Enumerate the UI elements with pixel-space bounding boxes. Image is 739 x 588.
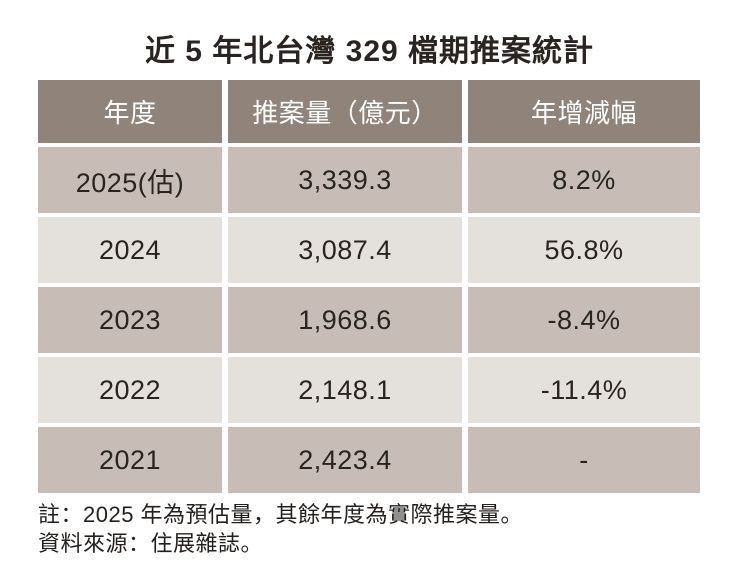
cell-change-2025: 8.2%: [468, 147, 700, 213]
cell-change-2024: 56.8%: [468, 217, 700, 283]
footnote-source: 資料來源：住展雜誌。: [38, 531, 264, 556]
cell-year-2022: 2022: [38, 357, 222, 423]
cell-year-2023: 2023: [38, 287, 222, 353]
cell-change-2021: -: [468, 427, 700, 493]
column-header-yoy-change: 年增減幅: [468, 80, 700, 143]
page-title: 近 5 年北台灣 329 檔期推案統計: [144, 35, 595, 68]
cell-change-2023: -8.4%: [468, 287, 700, 353]
cell-year-2024: 2024: [38, 217, 222, 283]
launch-volume-table: 年度 推案量（億元） 年增減幅 2025(估) 3,339.3 8.2% 202…: [38, 80, 700, 493]
cell-volume-2024: 3,087.4: [228, 217, 462, 283]
cell-volume-2021: 2,423.4: [228, 427, 462, 493]
cell-volume-2022: 2,148.1: [228, 357, 462, 423]
column-header-volume: 推案量（億元）: [228, 80, 462, 143]
cell-volume-2023: 1,968.6: [228, 287, 462, 353]
footnote-estimate: 註：2025 年為預估量，其餘年度為實際推案量。: [38, 502, 524, 527]
cell-year-2025: 2025(估): [38, 147, 222, 213]
cell-volume-2025: 3,339.3: [228, 147, 462, 213]
cell-year-2021: 2021: [38, 427, 222, 493]
footnotes: 註：2025 年為預估量，其餘年度為實際推案量。 資料來源：住展雜誌。: [38, 501, 718, 559]
cell-change-2022: -11.4%: [468, 357, 700, 423]
column-header-year: 年度: [38, 80, 222, 143]
